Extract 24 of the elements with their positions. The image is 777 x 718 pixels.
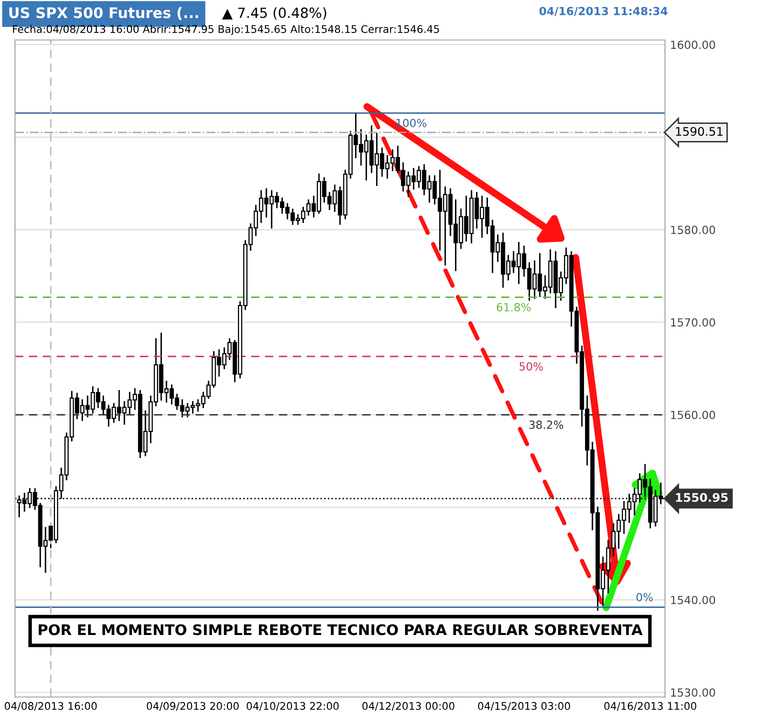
chart-title: US SPX 500 Futures (... [9, 6, 198, 20]
annotation: 100% [396, 118, 426, 128]
text: ▲ 7.45 (0.48%) [222, 7, 326, 20]
ref-line-label: 1550.95 [676, 493, 728, 502]
y-tick-label: 1530.00 [671, 688, 716, 697]
annotation: 50% [520, 362, 543, 371]
annotation: 61.8% [496, 302, 531, 312]
chart-subtitle: Fecha:04/08/2013 16:00 Abrir:1547.95 Bajo:1545.65 Alto:1548.15 Cerrar:1546.45 [13, 24, 439, 36]
x-tick-label: 04/10/2013 22:00 [246, 702, 339, 711]
y-tick-label: 1540.00 [671, 596, 716, 604]
x-tick-label: 04/16/2013 11:00 [604, 702, 696, 711]
annotation: POR EL MOMENTO SIMPLE REBOTE TECNICO PARA REGULAR SOBREVENTA [38, 624, 643, 636]
x-tick-label: 04/12/2013 00:00 [362, 702, 454, 711]
y-tick-label: 1580.00 [671, 226, 716, 234]
annotation: 38.2% [529, 420, 564, 429]
x-tick-label: 04/08/2013 16:00 [4, 702, 97, 711]
y-tick-label: 1600.00 [671, 40, 716, 50]
ref-line-label: 1590.51 [676, 126, 722, 136]
annotation: 0% [636, 592, 653, 602]
x-tick-label: 04/15/2013 03:00 [478, 702, 570, 711]
y-tick-label: 1560.00 [671, 410, 716, 420]
x-tick-label: 04/09/2013 20:00 [146, 702, 239, 711]
text: 04/16/2013 11:48:34 [539, 6, 668, 16]
y-tick-label: 1570.00 [671, 318, 716, 327]
